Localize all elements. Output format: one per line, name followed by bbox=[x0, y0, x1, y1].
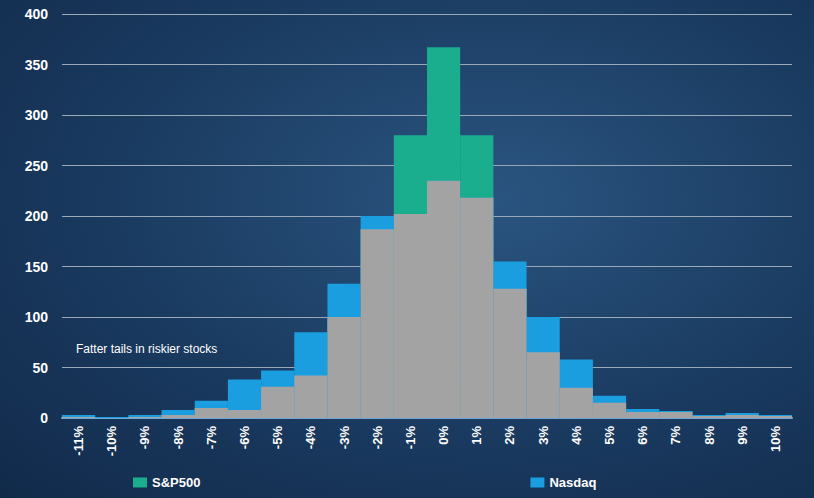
svg-text:350: 350 bbox=[25, 57, 49, 73]
svg-text:300: 300 bbox=[25, 107, 49, 123]
svg-text:-4%: -4% bbox=[303, 426, 318, 450]
svg-text:100: 100 bbox=[25, 309, 49, 325]
svg-text:4%: 4% bbox=[569, 426, 584, 445]
svg-text:250: 250 bbox=[25, 158, 49, 174]
svg-text:-8%: -8% bbox=[171, 426, 186, 450]
svg-text:-1%: -1% bbox=[403, 426, 418, 450]
svg-text:150: 150 bbox=[25, 259, 49, 275]
svg-text:-11%: -11% bbox=[71, 426, 86, 456]
svg-text:-3%: -3% bbox=[337, 426, 352, 450]
svg-text:-6%: -6% bbox=[237, 426, 252, 450]
svg-text:1%: 1% bbox=[469, 426, 484, 445]
svg-text:-2%: -2% bbox=[370, 426, 385, 450]
svg-text:Nasdaq: Nasdaq bbox=[549, 475, 596, 490]
svg-text:400: 400 bbox=[25, 6, 49, 22]
svg-text:200: 200 bbox=[25, 208, 49, 224]
svg-text:2%: 2% bbox=[502, 426, 517, 445]
svg-text:50: 50 bbox=[32, 360, 48, 376]
svg-text:6%: 6% bbox=[635, 426, 650, 445]
svg-text:5%: 5% bbox=[602, 426, 617, 445]
svg-text:9%: 9% bbox=[735, 426, 750, 445]
svg-text:-9%: -9% bbox=[137, 426, 152, 450]
svg-text:10%: 10% bbox=[768, 426, 783, 452]
svg-text:S&P500: S&P500 bbox=[152, 475, 200, 490]
svg-text:8%: 8% bbox=[702, 426, 717, 445]
svg-text:-10%: -10% bbox=[104, 426, 119, 457]
svg-text:0%: 0% bbox=[436, 426, 451, 445]
svg-text:0: 0 bbox=[40, 410, 48, 426]
svg-text:-5%: -5% bbox=[270, 426, 285, 450]
svg-text:-7%: -7% bbox=[204, 426, 219, 450]
svg-text:3%: 3% bbox=[536, 426, 551, 445]
svg-text:7%: 7% bbox=[668, 426, 683, 445]
svg-text:Fatter tails in riskier stocks: Fatter tails in riskier stocks bbox=[76, 342, 217, 356]
